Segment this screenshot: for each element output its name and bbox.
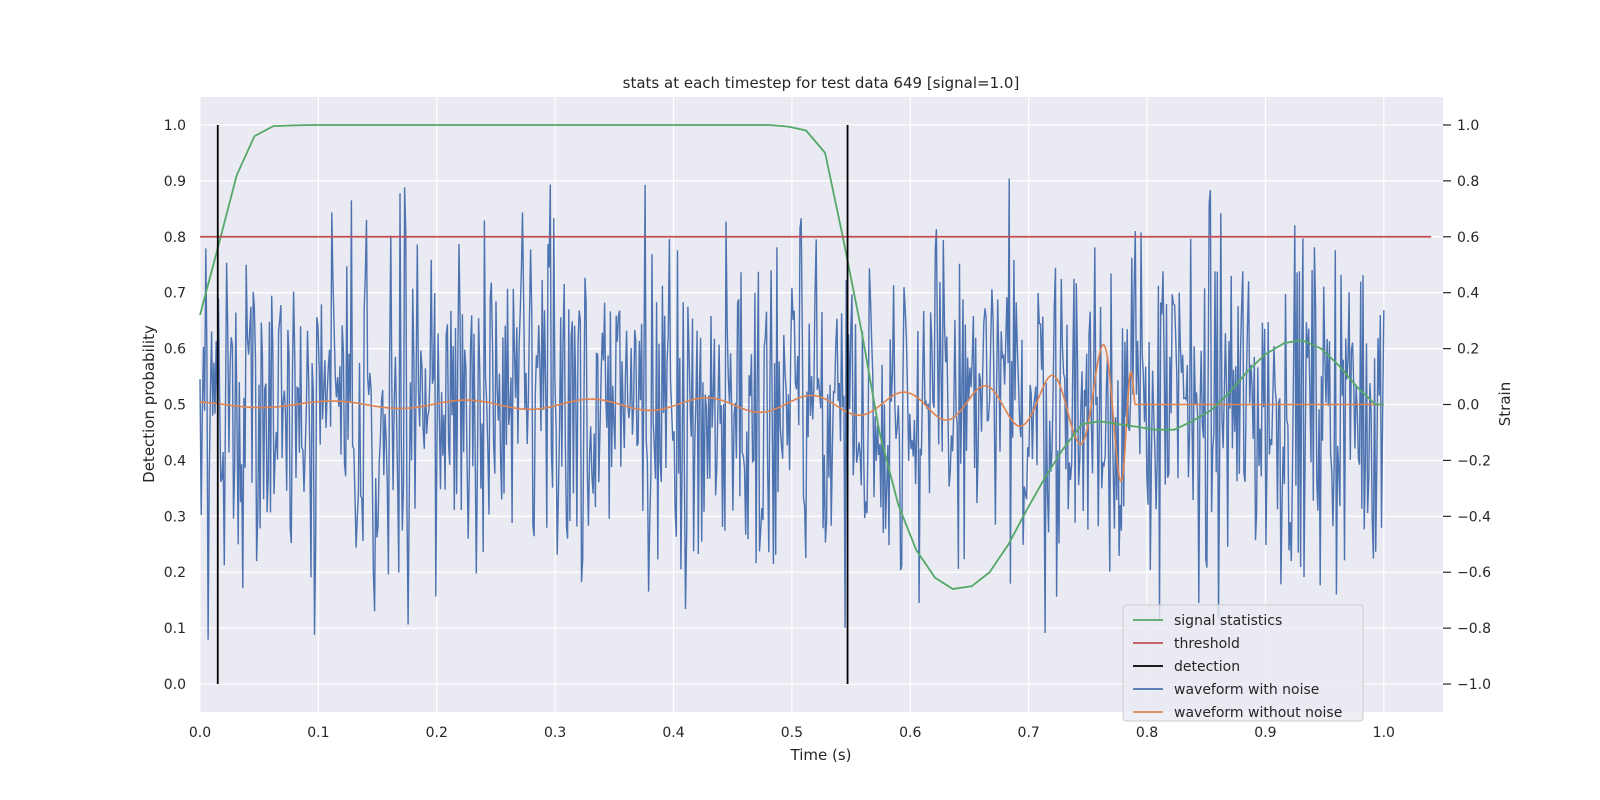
y-right-tick-label: 0.4 [1457,286,1479,302]
y-left-tick-label: 0.7 [164,286,186,302]
x-tick-label: 0.3 [544,725,566,741]
y-axis-left-ticks: 0.0 0.1 0.2 0.3 0.4 0.5 0.6 0.7 0.8 0.9 1.0 [164,118,186,693]
y-left-tick-label: 0.0 [164,677,186,693]
y-left-tick-label: 0.6 [164,342,186,358]
x-axis-ticks: 0.0 0.1 0.2 0.3 0.4 0.5 0.6 0.7 0.8 0.9 1.0 [189,725,1395,741]
y-right-tick-label: 0.2 [1457,342,1479,358]
series-waveform-without-noise [200,343,1384,482]
y-left-tick-label: 0.5 [164,398,186,414]
x-tick-label: 1.0 [1373,725,1395,741]
x-tick-label: 0.1 [307,725,329,741]
signal-statistics-line [199,124,1384,590]
noisy-waveform-line [199,178,1385,640]
x-tick-label: 0.6 [899,725,921,741]
x-tick-label: 0.2 [426,725,448,741]
y-left-tick-label: 0.1 [164,621,186,637]
y-right-tick-label: 0.0 [1457,398,1479,414]
clean-waveform-line [200,343,1384,482]
x-tick-label: 0.5 [781,725,803,741]
series-detection [216,124,849,685]
y-right-tick-label: −1.0 [1457,677,1491,693]
y-axis-left-label: Detection probability [140,325,158,483]
y-right-tick-label: −0.6 [1457,565,1491,581]
y-left-tick-label: 1.0 [164,118,186,134]
x-tick-label: 0.4 [662,725,684,741]
chart-title: stats at each timestep for test data 649… [623,74,1020,92]
legend-label: threshold [1174,636,1240,652]
x-axis-label: Time (s) [790,746,852,764]
legend-label: waveform with noise [1174,682,1319,698]
x-tick-label: 0.0 [189,725,211,741]
y-right-tick-label: 0.8 [1457,174,1479,190]
x-tick-label: 0.9 [1254,725,1276,741]
series-waveform-with-noise [199,178,1385,640]
legend-label: signal statistics [1174,613,1282,629]
y-left-tick-label: 0.3 [164,509,186,525]
y-right-tick-label: −0.4 [1457,509,1491,525]
y-right-tick-label: −0.8 [1457,621,1491,637]
legend-label: detection [1174,659,1240,675]
legend-label: waveform without noise [1174,705,1342,721]
y-axis-right-ticks: −1.0 −0.8 −0.6 −0.4 −0.2 0.0 0.2 0.4 0.6 0.8 1.0 [1443,118,1491,693]
y-axis-right-label: Strain [1496,382,1514,426]
y-left-tick-label: 0.8 [164,230,186,246]
legend: signal statistics threshold detection wavef… [1122,604,1364,722]
x-tick-label: 0.8 [1136,725,1158,741]
y-right-tick-label: 0.6 [1457,230,1479,246]
legend-box [1122,604,1364,722]
x-tick-label: 0.7 [1018,725,1040,741]
y-left-tick-label: 0.9 [164,174,186,190]
y-left-tick-label: 0.4 [164,453,186,469]
series-signal-statistics [199,124,1384,590]
y-right-tick-label: −0.2 [1457,453,1491,469]
y-right-tick-label: 1.0 [1457,118,1479,134]
y-left-tick-label: 0.2 [164,565,186,581]
